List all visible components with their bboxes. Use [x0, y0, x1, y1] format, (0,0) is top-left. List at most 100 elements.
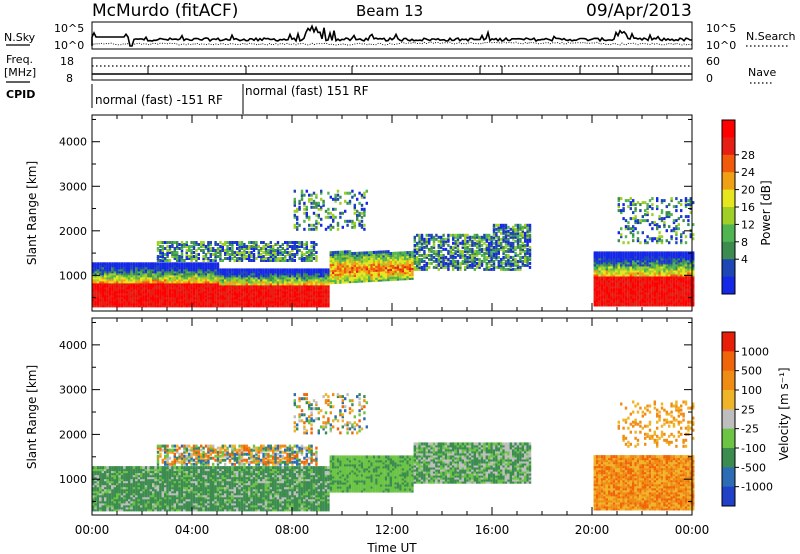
- power-cell: [288, 300, 292, 304]
- power-cell: [238, 272, 241, 276]
- power-cell: [526, 255, 529, 259]
- power-cell: [221, 243, 224, 246]
- power-cell: [183, 284, 186, 288]
- power-cell: [188, 282, 191, 286]
- power-cell: [636, 237, 640, 241]
- power-cell: [204, 268, 208, 272]
- power-cell: [418, 239, 421, 243]
- power-cell: [466, 255, 469, 259]
- power-cell: [404, 271, 407, 275]
- power-cell: [514, 267, 517, 271]
- power-cell: [516, 231, 520, 235]
- power-cell: [262, 286, 265, 290]
- power-cell: [159, 290, 162, 294]
- power-cell: [248, 253, 251, 256]
- power-cell: [593, 297, 596, 301]
- power-cell: [262, 298, 265, 302]
- power-cell: [257, 290, 260, 294]
- power-cell: [209, 288, 212, 292]
- power-cell: [315, 259, 318, 262]
- power-cell: [473, 259, 476, 263]
- power-cell: [632, 269, 635, 273]
- power-cell: [207, 284, 210, 288]
- power-cell: [264, 302, 268, 306]
- power-cell: [252, 243, 256, 246]
- power-cell: [524, 243, 527, 247]
- power-cell: [324, 290, 328, 294]
- power-cell: [327, 282, 330, 286]
- power-cell: [197, 288, 200, 292]
- power-cell: [656, 253, 659, 257]
- power-cell: [240, 294, 244, 298]
- power-cell: [120, 290, 124, 294]
- power-cell: [178, 282, 181, 286]
- power-cell: [315, 195, 318, 199]
- power-cell: [248, 294, 251, 298]
- power-cell: [624, 255, 628, 259]
- power-cell: [516, 235, 520, 239]
- power-cell: [332, 257, 335, 261]
- power-cell: [624, 271, 628, 275]
- power-cell: [358, 259, 361, 263]
- power-cell: [233, 276, 236, 280]
- power-cell: [212, 282, 215, 286]
- power-cell: [490, 267, 493, 271]
- power-cell: [512, 249, 515, 253]
- power-cell: [428, 241, 431, 245]
- power-cell: [135, 298, 138, 302]
- power-cell: [646, 251, 649, 255]
- power-cell: [116, 300, 119, 304]
- power-cell: [480, 237, 484, 241]
- power-cell: [317, 268, 320, 272]
- power-cell: [596, 287, 599, 291]
- power-cell: [125, 290, 128, 294]
- power-cell: [149, 270, 152, 274]
- power-cell: [322, 292, 325, 296]
- power-cell: [480, 235, 484, 239]
- power-cell: [356, 273, 359, 277]
- power-cell: [262, 304, 265, 308]
- power-cell: [336, 278, 340, 282]
- power-cell: [353, 207, 356, 211]
- power-cell: [128, 264, 131, 268]
- power-cell: [336, 270, 340, 274]
- power-cell: [159, 284, 162, 288]
- power-cell: [627, 225, 630, 229]
- power-cell: [120, 276, 124, 280]
- power-cell: [478, 239, 481, 243]
- power-cell: [147, 304, 150, 308]
- power-cell: [651, 301, 654, 305]
- power-cell: [500, 263, 503, 267]
- power-cell: [276, 280, 280, 284]
- power-cell: [135, 294, 138, 298]
- power-cell: [209, 274, 212, 278]
- power-cell: [644, 291, 647, 295]
- power-cell: [250, 241, 253, 244]
- power-cell: [656, 259, 659, 263]
- power-cell: [94, 294, 97, 298]
- power-cell: [351, 221, 354, 225]
- power-cell: [656, 255, 659, 259]
- power-cell: [207, 288, 210, 292]
- power-cell: [365, 273, 368, 277]
- power-cell: [598, 253, 601, 257]
- power-cell: [286, 241, 289, 244]
- power-cell: [632, 295, 635, 299]
- power-cell: [668, 255, 671, 259]
- power-cell: [370, 271, 373, 275]
- power-cell: [411, 268, 414, 272]
- power-cell: [653, 291, 656, 295]
- power-cell: [216, 292, 220, 296]
- power-cell: [329, 211, 332, 215]
- power-cell: [658, 239, 661, 243]
- power-cell: [212, 264, 215, 268]
- power-cell: [324, 286, 328, 290]
- power-cell: [360, 253, 364, 257]
- power-cell: [144, 272, 148, 276]
- power-cell: [452, 253, 455, 257]
- power-cell: [608, 293, 611, 297]
- power-cell: [353, 278, 356, 281]
- power-cell: [624, 261, 628, 265]
- power-cell: [615, 281, 618, 285]
- power-cell: [128, 292, 131, 296]
